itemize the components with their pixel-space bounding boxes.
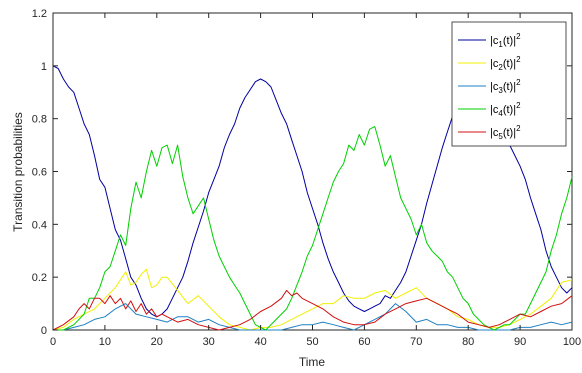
- y-axis-ticks: 0 0.2 0.4 0.6 0.8 1 1.2: [32, 8, 572, 337]
- legend: |c1(t)|2 |c2(t)|2 |c3(t)|2 |c4(t)|2 |c5(t)|2: [451, 21, 567, 147]
- legend-label-4: |c4(t)|2: [490, 101, 521, 118]
- y-tick-label: 0.4: [32, 219, 47, 231]
- x-tick-label: 60: [358, 336, 370, 348]
- x-axis-ticks: 0 10 20 30 40 50 60 70 80 90 100: [50, 13, 581, 348]
- x-tick-label: 70: [410, 336, 422, 348]
- x-tick-label: 20: [151, 336, 163, 348]
- y-tick-label: 0: [41, 325, 47, 337]
- x-tick-label: 50: [306, 336, 318, 348]
- y-tick-label: 0.6: [32, 167, 47, 179]
- series-line-3: [53, 303, 573, 331]
- x-tick-label: 80: [462, 336, 474, 348]
- legend-label-2: |c2(t)|2: [490, 55, 521, 72]
- x-axis-label: Time: [299, 355, 326, 369]
- x-tick-label: 0: [50, 336, 56, 348]
- y-tick-label: 0.8: [32, 114, 47, 126]
- x-tick-label: 10: [99, 336, 111, 348]
- legend-box: [451, 21, 567, 147]
- legend-label-1: |c1(t)|2: [490, 32, 521, 49]
- x-tick-label: 30: [203, 336, 215, 348]
- x-tick-label: 90: [514, 336, 526, 348]
- series-line-5: [52, 289, 573, 331]
- y-tick-label: 0.2: [32, 272, 47, 284]
- x-tick-label: 100: [563, 336, 581, 348]
- legend-label-5: |c5(t)|2: [490, 124, 521, 141]
- x-tick-label: 40: [254, 336, 266, 348]
- y-tick-label: 1: [41, 61, 47, 73]
- y-tick-label: 1.2: [32, 8, 47, 20]
- y-axis-label: Transition probabilities: [11, 112, 25, 232]
- legend-label-3: |c3(t)|2: [490, 78, 521, 95]
